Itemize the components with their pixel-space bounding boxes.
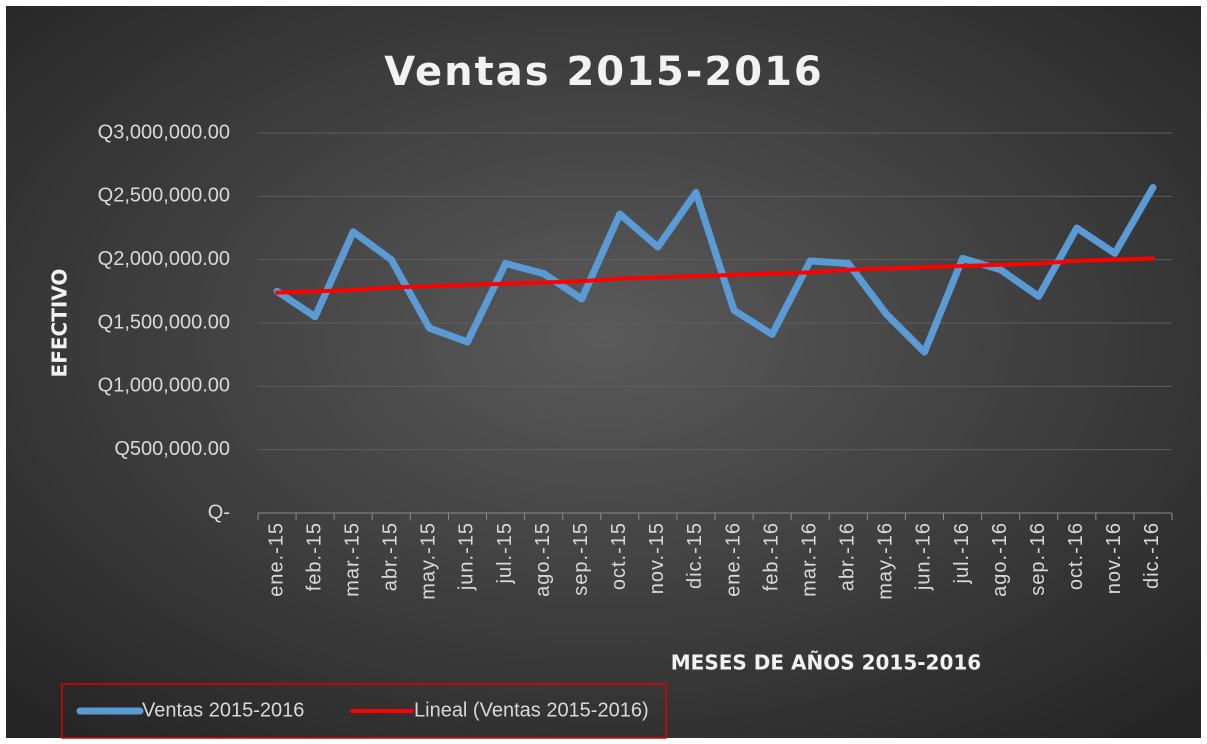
y-tick-label: Q500,000.00	[114, 438, 230, 460]
y-tick-label: Q1,000,000.00	[98, 375, 230, 397]
x-tick-label: oct.-16	[1065, 522, 1087, 590]
legend-label: Lineal (Ventas 2015-2016)	[414, 699, 649, 721]
x-tick-label: mar.-15	[341, 522, 363, 597]
x-tick-label: mar.-16	[798, 522, 820, 597]
x-tick-label: dic.-15	[684, 522, 706, 589]
x-tick-label: ene.-16	[722, 522, 744, 597]
chart-background	[6, 6, 1201, 738]
x-tick-label: jun.-16	[913, 522, 935, 591]
x-tick-label: feb.-15	[303, 522, 325, 591]
y-axis-title: EFECTIVO	[48, 269, 72, 378]
x-tick-label: jun.-15	[456, 522, 478, 591]
x-tick-label: ago.-16	[989, 522, 1011, 597]
x-tick-label: jul.-15	[494, 522, 516, 584]
x-tick-label: dic.-16	[1141, 522, 1163, 589]
y-tick-label: Q3,000,000.00	[98, 121, 230, 143]
x-axis-title: MESES DE AÑOS 2015-2016	[671, 651, 981, 675]
x-tick-label: sep.-16	[1027, 522, 1049, 596]
x-tick-label: ago.-15	[532, 522, 554, 597]
y-tick-label: Q-	[208, 501, 230, 523]
y-tick-label: Q2,500,000.00	[98, 185, 230, 207]
x-tick-label: abr.-16	[837, 522, 859, 591]
legend-label: Ventas 2015-2016	[142, 699, 304, 721]
y-tick-label: Q2,000,000.00	[98, 248, 230, 270]
x-tick-label: oct.-15	[608, 522, 630, 590]
x-tick-label: may.-15	[418, 522, 440, 600]
x-tick-label: ene.-15	[265, 522, 287, 597]
legend-box	[61, 683, 667, 739]
series-line	[275, 256, 1155, 295]
x-tick-label: feb.-16	[760, 522, 782, 591]
y-tick-label: Q1,500,000.00	[98, 311, 230, 333]
x-tick-label: abr.-15	[380, 522, 402, 591]
series-line	[273, 183, 1157, 356]
x-tick-label: sep.-15	[570, 522, 592, 596]
legend: Ventas 2015-2016 Lineal (Ventas 2015-2016…	[76, 699, 649, 721]
x-tick-label: jul.-16	[951, 522, 973, 584]
x-tick-label: nov.-15	[646, 522, 668, 594]
x-tick-label: may.-16	[875, 522, 897, 600]
chart-title: Ventas 2015-2016	[384, 49, 823, 95]
grid: Q- Q500,000.00 Q1,000,000.00 Q1,500,000.00 Q…	[98, 121, 1173, 600]
x-tick-label: nov.-16	[1103, 522, 1125, 594]
plot-area	[273, 183, 1157, 356]
